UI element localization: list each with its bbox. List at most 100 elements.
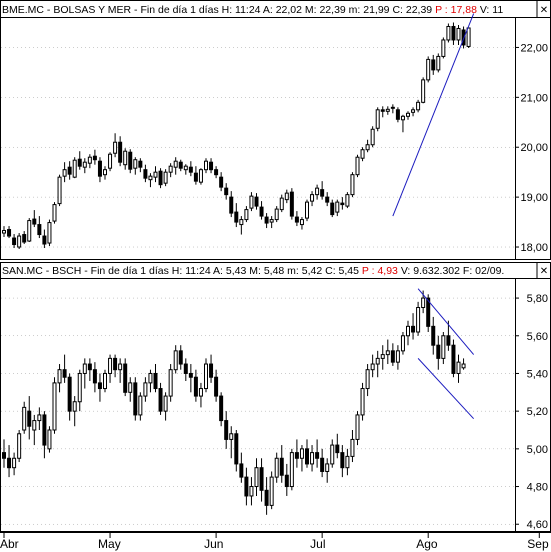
bme-candle	[32, 210, 37, 228]
bme-candle	[7, 226, 12, 239]
bme-candle-body	[163, 171, 168, 184]
bme-candle	[299, 217, 304, 230]
san-candle-body	[108, 357, 113, 374]
bme-candle-body	[138, 160, 143, 168]
san-candle	[103, 369, 107, 393]
bme-candle-body	[17, 235, 22, 248]
bme-candle	[42, 229, 47, 249]
san-candle-body	[27, 410, 32, 427]
san-candle-body	[284, 474, 289, 488]
bme-header-suffix: V: 11	[477, 4, 503, 16]
bme-candle	[284, 189, 289, 204]
san-candle	[380, 345, 385, 370]
san-candle-body	[436, 344, 441, 359]
bme-candle-body	[229, 196, 234, 214]
bme-candle	[259, 201, 264, 220]
bme-candle	[305, 199, 309, 222]
san-candle-body	[12, 457, 17, 469]
san-candle-body	[57, 369, 62, 384]
bme-candle-body	[209, 161, 214, 171]
san-candle-body	[47, 429, 52, 450]
san-panel-close-icon[interactable]: ✕	[540, 266, 548, 277]
san-candle-body	[274, 457, 279, 478]
bme-header-change: P : 17,88	[435, 4, 477, 16]
bme-candles	[2, 22, 471, 250]
bme-candle-body	[87, 156, 92, 164]
san-candle-body	[370, 363, 375, 371]
san-candle	[219, 392, 224, 427]
san-header-text: SAN.MC - BSCH - Fin de día 1 días H: 11:…	[2, 265, 504, 277]
date-tick-label: Jun	[204, 537, 223, 551]
bme-candle	[294, 211, 299, 227]
san-trendline[interactable]	[417, 358, 475, 420]
san-candle	[259, 458, 264, 502]
bme-candle	[17, 233, 22, 250]
bme-candle	[108, 152, 113, 172]
bme-candle	[87, 154, 92, 169]
bme-candle	[209, 158, 214, 174]
san-candle	[42, 411, 47, 459]
san-candle	[274, 452, 279, 483]
bme-candle-body	[289, 191, 294, 217]
san-candle-body	[62, 369, 67, 378]
bme-candle-body	[2, 230, 6, 234]
san-candle-body	[330, 444, 335, 465]
san-candle-body	[264, 489, 269, 506]
bme-candle-body	[395, 109, 400, 120]
bme-candle	[411, 107, 416, 117]
bme-candle	[451, 22, 456, 45]
san-candle-body	[279, 457, 284, 476]
san-candle-body	[67, 376, 72, 412]
san-candle-body	[128, 382, 133, 393]
san-candle-body	[224, 420, 229, 440]
bme-header-text: BME.MC - BOLSAS Y MER - Fin de día 1 día…	[2, 4, 503, 16]
bme-candle-body	[82, 161, 87, 168]
san-candle-body	[37, 414, 42, 422]
bme-candle	[370, 126, 375, 148]
san-candle	[395, 345, 400, 370]
san-candle-body	[421, 297, 426, 309]
san-candle	[289, 448, 294, 491]
san-candle	[183, 358, 188, 381]
san-candle	[92, 362, 97, 393]
bme-candle	[143, 164, 148, 183]
san-candle-body	[168, 369, 173, 397]
bme-candle	[325, 192, 330, 207]
bme-panel-close-icon[interactable]: ✕	[540, 5, 548, 16]
san-price-tick-label: 5,00	[527, 444, 548, 456]
date-tick-label: Jul	[310, 537, 325, 551]
san-candle-body	[72, 401, 77, 412]
bme-candle-body	[133, 159, 138, 169]
bme-candle	[67, 161, 72, 180]
bme-trendline[interactable]	[392, 13, 475, 217]
bme-candle-body	[441, 39, 446, 57]
bme-candle-body	[193, 172, 198, 182]
san-candle-body	[17, 433, 22, 459]
san-candle	[400, 332, 405, 355]
san-candle	[47, 426, 52, 453]
bme-candle-body	[123, 150, 128, 166]
san-candle-body	[244, 476, 249, 497]
bme-candle-body	[305, 201, 309, 219]
san-candle	[198, 382, 203, 408]
bme-candle-body	[345, 194, 350, 207]
bme-candle-body	[340, 202, 345, 206]
san-candle-body	[315, 452, 320, 459]
bme-candle	[380, 106, 385, 118]
san-candle	[451, 339, 456, 378]
bme-candle	[158, 168, 163, 189]
bme-candle	[224, 183, 229, 200]
san-candle	[62, 354, 67, 383]
bme-candle-body	[42, 235, 47, 245]
bme-candle	[173, 157, 178, 175]
bme-candle	[244, 206, 249, 223]
san-candle-body	[395, 350, 400, 363]
bme-candle-body	[77, 158, 82, 167]
bme-candle-body	[320, 189, 325, 197]
san-candle-body	[254, 467, 259, 488]
bme-candle	[234, 203, 239, 228]
san-candle	[370, 354, 375, 378]
bme-candle	[138, 158, 143, 173]
san-trendline[interactable]	[417, 288, 475, 355]
